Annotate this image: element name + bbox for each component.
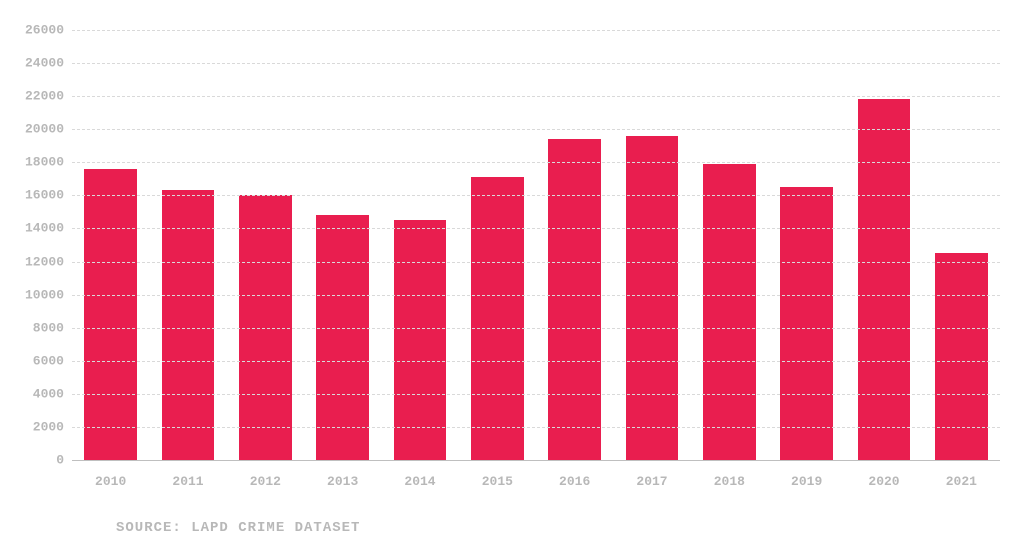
gridline bbox=[72, 195, 1000, 196]
gridline bbox=[72, 30, 1000, 31]
y-tick-label: 24000 bbox=[25, 56, 64, 71]
y-tick-label: 2000 bbox=[33, 419, 64, 434]
plot-area bbox=[72, 30, 1000, 460]
bar bbox=[316, 215, 369, 460]
bars-container bbox=[72, 30, 1000, 460]
y-tick-label: 22000 bbox=[25, 89, 64, 104]
x-tick-label: 2014 bbox=[404, 474, 435, 489]
gridline bbox=[72, 394, 1000, 395]
gridline bbox=[72, 162, 1000, 163]
bar bbox=[703, 164, 756, 460]
gridline bbox=[72, 361, 1000, 362]
gridline bbox=[72, 96, 1000, 97]
bar bbox=[935, 253, 988, 460]
bar bbox=[626, 136, 679, 460]
y-tick-label: 20000 bbox=[25, 122, 64, 137]
gridline bbox=[72, 129, 1000, 130]
y-tick-label: 16000 bbox=[25, 188, 64, 203]
y-tick-label: 18000 bbox=[25, 155, 64, 170]
gridline bbox=[72, 328, 1000, 329]
x-tick-label: 2012 bbox=[250, 474, 281, 489]
x-tick-label: 2021 bbox=[946, 474, 977, 489]
bar bbox=[162, 190, 215, 460]
gridline bbox=[72, 63, 1000, 64]
x-tick-label: 2010 bbox=[95, 474, 126, 489]
x-tick-label: 2016 bbox=[559, 474, 590, 489]
bar bbox=[471, 177, 524, 460]
chart-source-text: SOURCE: LAPD CRIME DATASET bbox=[116, 520, 360, 536]
y-tick-label: 6000 bbox=[33, 353, 64, 368]
bar bbox=[84, 169, 137, 460]
y-tick-label: 0 bbox=[56, 453, 64, 468]
gridline bbox=[72, 228, 1000, 229]
y-tick-label: 8000 bbox=[33, 320, 64, 335]
x-tick-label: 2020 bbox=[868, 474, 899, 489]
chart-source: SOURCE: LAPD CRIME DATASET bbox=[116, 520, 360, 536]
y-axis-labels: 0200040006000800010000120001400016000180… bbox=[0, 30, 64, 460]
y-tick-label: 10000 bbox=[25, 287, 64, 302]
axis-baseline bbox=[72, 460, 1000, 461]
x-tick-label: 2013 bbox=[327, 474, 358, 489]
bar bbox=[548, 139, 601, 460]
x-tick-label: 2018 bbox=[714, 474, 745, 489]
x-tick-label: 2017 bbox=[636, 474, 667, 489]
y-tick-label: 12000 bbox=[25, 254, 64, 269]
gridline bbox=[72, 427, 1000, 428]
y-tick-label: 4000 bbox=[33, 386, 64, 401]
y-tick-label: 26000 bbox=[25, 23, 64, 38]
y-tick-label: 14000 bbox=[25, 221, 64, 236]
gridline bbox=[72, 262, 1000, 263]
x-tick-label: 2015 bbox=[482, 474, 513, 489]
bar bbox=[394, 220, 447, 460]
bar bbox=[858, 99, 911, 460]
bar-chart: 0 2000 4000 6000 8000 10000 12000 14000 16000 180… bbox=[0, 0, 1024, 557]
x-tick-label: 2011 bbox=[172, 474, 203, 489]
gridline bbox=[72, 295, 1000, 296]
x-tick-label: 2019 bbox=[791, 474, 822, 489]
